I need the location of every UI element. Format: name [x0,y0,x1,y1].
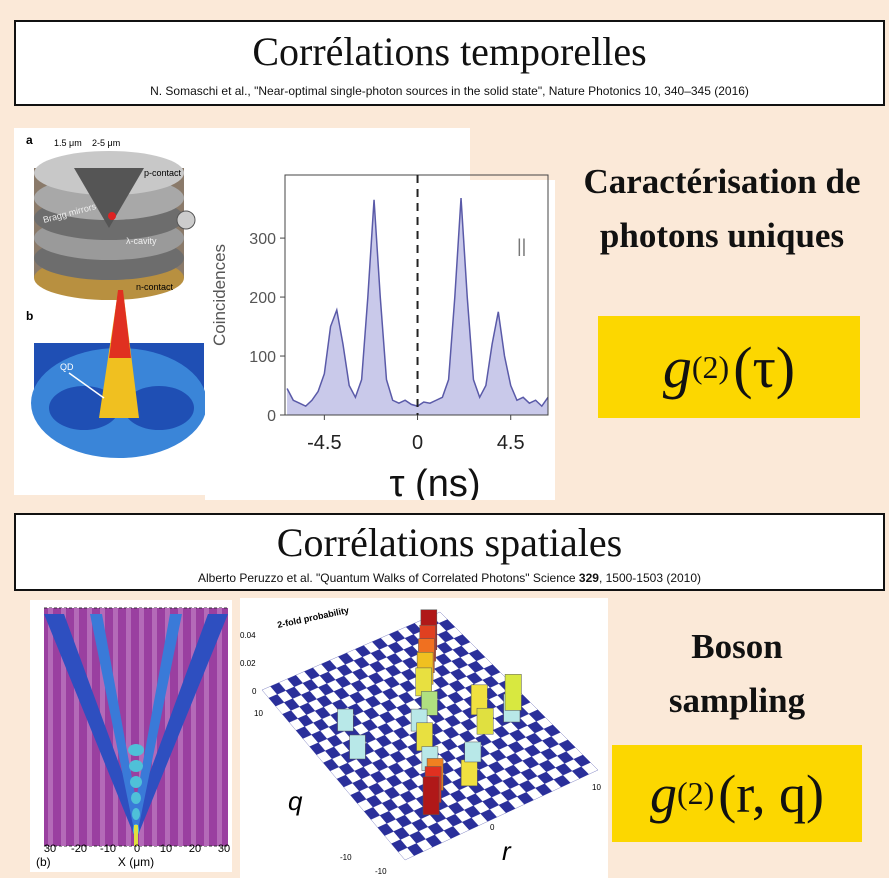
histogram-bar [465,742,481,762]
histogram-bar [477,708,493,734]
panel-label: b [26,309,33,323]
section-header: Corrélations temporelles N. Somaschi et … [14,20,885,106]
y-axis-label: Coincidences [210,244,229,346]
citation: N. Somaschi et al., "Near-optimal single… [16,84,883,98]
r-tick-label: -10 [375,867,387,876]
panel-label: (b) [36,855,51,869]
lobe [128,744,144,756]
x-tick-label: 4.5 [497,432,525,454]
formula-base: g [650,763,677,825]
section-title: Corrélations temporelles [16,30,883,74]
lobe [132,808,140,820]
section-header: Corrélations spatiales Alberto Peruzzo e… [14,513,885,591]
lobe [130,776,142,788]
histogram-bar [350,735,366,759]
citation: Alberto Peruzzo et al. "Quantum Walks of… [16,571,883,585]
histogram-bar [338,709,354,731]
stripe [217,608,222,846]
lobe [129,760,143,772]
formula-arg: (r, q) [718,763,824,825]
histogram-bar [423,777,439,815]
z-tick-label: 0.02 [240,659,256,668]
dimension-label: 2-5 μm [92,138,120,148]
citation-volume: 329 [579,571,599,585]
coincidence-chart: 0 100 200 300 -4.5 0 4.5 Coincidences τ (ns) || [205,170,555,500]
side-heading: Boson sampling [612,620,862,728]
scale-label: 5 μm [44,467,60,474]
x-tick-label: 0 [412,432,423,454]
q-tick-label: -10 [340,853,352,862]
histogram-figure: 2-fold probability 0.04 0.02 0 10 q -10 … [240,598,608,878]
heading-line: photons uniques [555,209,889,263]
section-title: Corrélations spatiales [16,521,883,565]
x-tick-label: 30 [44,843,56,855]
contact-label: n-contact [136,282,174,292]
x-axis-label: X (μm) [118,855,154,869]
x-tick-label: -20 [71,843,87,855]
q-tick-label: 10 [254,709,263,718]
citation-text: , 1500-1503 (2010) [599,571,701,585]
annotation: || [517,236,526,256]
cavity-label: λ-cavity [126,236,157,246]
x-tick-label: 10 [160,843,172,855]
panel-label: a [26,133,33,147]
histogram-bar [505,674,521,710]
x-tick-label: 0 [134,843,140,855]
formula: g(2)(τ) [598,316,860,418]
heading-line: sampling [612,674,862,728]
y-tick-label: 100 [249,349,276,366]
formula-sup: (2) [677,775,714,812]
formula-base: g [663,334,692,401]
lobe [131,792,141,804]
q-axis-label: q [288,786,303,816]
x-tick-label: 30 [218,843,230,855]
y-tick-label: 0 [267,408,276,425]
x-tick-label: -10 [100,843,116,855]
formula: g(2)(r, q) [612,745,862,842]
heading-line: Caractérisation de [555,155,889,209]
histogram-bar [461,760,477,786]
x-tick-label: 20 [189,843,201,855]
formula-arg: (τ) [733,334,795,401]
r-tick-label: 0 [490,823,495,832]
x-axis-label: τ (ns) [389,463,480,500]
heading-line: Boson [612,620,862,674]
formula-sup: (2) [692,349,729,386]
dimension-label: 1.5 μm [54,138,82,148]
stripe [191,608,196,846]
slide: Corrélations temporelles N. Somaschi et … [0,0,889,878]
z-tick-label: 0.04 [240,631,256,640]
z-tick-label: 0 [252,687,257,696]
contact-label: p-contact [144,168,182,178]
r-tick-label: 10 [592,783,601,792]
x-tick-label: -4.5 [307,432,341,454]
side-heading: Caractérisation de photons uniques [555,155,889,263]
y-tick-label: 200 [249,290,276,307]
qd-label: QD [60,362,74,372]
citation-text: Alberto Peruzzo et al. "Quantum Walks of… [198,571,579,585]
y-tick-label: 300 [249,231,276,248]
r-axis-label: r [502,836,512,866]
stripe [48,608,53,846]
